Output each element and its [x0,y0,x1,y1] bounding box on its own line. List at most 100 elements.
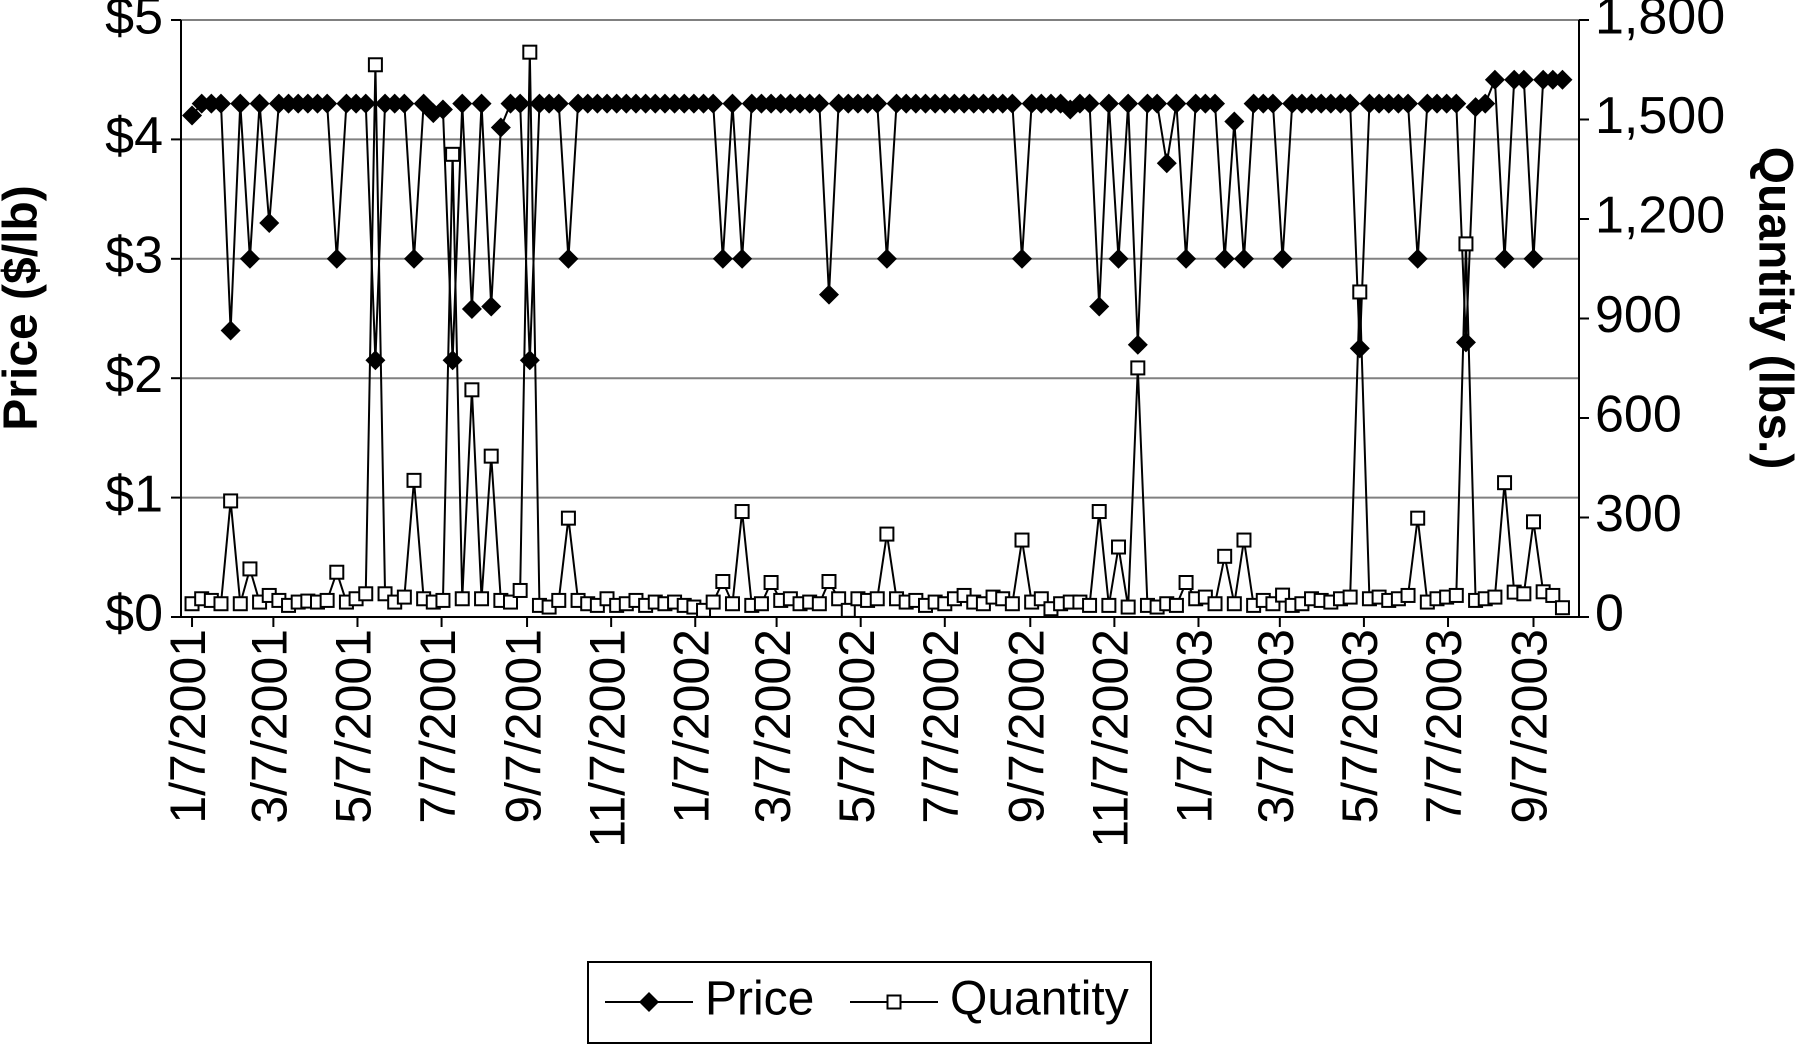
x-tick-label: 9/7/2003 [1502,629,1558,824]
price-marker [394,93,415,114]
price-marker [1349,338,1370,359]
x-tick-label: 11/7/2001 [579,629,635,848]
quantity-marker [1458,236,1474,252]
price-marker [548,93,569,114]
quantity-marker [705,594,721,610]
quantity-marker [763,575,779,591]
quantity-marker [1352,284,1368,300]
quantity-marker [1111,539,1127,555]
quantity-marker [406,472,422,488]
price-marker [1224,111,1245,132]
price-marker [809,93,830,114]
price-marker [1166,93,1187,114]
price-marker [1446,93,1467,114]
price-marker [1214,248,1235,269]
quantity-marker [551,592,567,608]
legend-label: Quantity [950,973,1129,1026]
price-marker [722,93,743,114]
price-marker [182,105,203,126]
quantity-marker [512,582,528,598]
price-marker [490,117,511,138]
price-marker [1098,93,1119,114]
x-tick-label: 9/7/2002 [998,629,1054,824]
quantity-marker [811,596,827,612]
quantity-marker [1526,514,1542,530]
quantity-marker [734,504,750,520]
y2-tick-label: 1,800 [1595,0,1725,46]
price-marker [365,350,386,371]
quantity-marker [840,602,856,618]
y2-tick-label: 1,200 [1595,187,1725,245]
price-marker [1272,248,1293,269]
price-marker [510,93,531,114]
x-tick-label: 1/7/2003 [1167,629,1223,824]
quantity-marker [869,591,885,607]
price-marker [867,93,888,114]
quantity-marker [396,589,412,605]
quantity-marker [1400,587,1416,603]
x-tick-label: 11/7/2002 [1083,629,1139,848]
legend-label: Price [705,973,814,1026]
quantity-marker [1120,599,1136,615]
y-tick-label: $5 [105,0,163,46]
price-marker [712,248,733,269]
price-marker [1407,248,1428,269]
quantity-marker [329,564,345,580]
y2-axis-title: Quantity (lbs.) [1748,147,1800,470]
quantity-marker [435,592,451,608]
price-marker [703,93,724,114]
y2-tick-label: 0 [1595,585,1624,643]
quantity-marker [1207,596,1223,612]
price-marker [1340,93,1361,114]
quantity-marker [358,586,374,602]
price-marker [876,248,897,269]
quantity-marker [223,493,239,509]
quantity-marker [454,591,470,607]
x-tick-label: 3/7/2001 [242,629,298,824]
quantity-marker [879,526,895,542]
price-marker [1484,69,1505,90]
price-marker [259,212,280,233]
quantity-marker [753,596,769,612]
legend-marker [886,994,902,1010]
quantity-marker [1168,597,1184,613]
quantity-marker [1554,600,1570,616]
price-marker [1079,93,1100,114]
price-marker [1205,93,1226,114]
x-tick-label: 1/7/2002 [663,629,719,824]
x-tick-label: 7/7/2002 [913,629,969,824]
quantity-marker [367,57,383,73]
x-tick-label: 5/7/2003 [1332,629,1388,824]
quantity-marker [724,596,740,612]
quantity-marker [1410,510,1426,526]
price-marker [1552,69,1573,90]
quantity-marker [1091,504,1107,520]
quantity-marker [1101,597,1117,613]
price-marker [461,298,482,319]
price-marker [1455,332,1476,353]
quantity-marker [1130,360,1146,376]
price-marker [1513,69,1534,90]
quantity-marker [1236,532,1252,548]
quantity-marker [1516,586,1532,602]
series-line [191,52,1564,612]
x-tick-label: 5/7/2002 [829,629,885,824]
price-marker [1523,248,1544,269]
price-marker [1156,153,1177,174]
x-tick-label: 9/7/2001 [495,629,551,824]
price-marker [442,350,463,371]
price-marker [239,248,260,269]
y-axis-title: Price ($/lb) [0,185,48,430]
x-tick-label: 1/7/2001 [160,629,216,824]
y-tick-label: $0 [105,585,163,643]
price-marker [1108,248,1129,269]
price-marker [1398,93,1419,114]
price-marker [355,93,376,114]
quantity-marker [232,596,248,612]
y-tick-label: $3 [105,227,163,285]
price-marker [1012,248,1033,269]
price-marker [1147,93,1168,114]
quantity-marker [242,561,258,577]
